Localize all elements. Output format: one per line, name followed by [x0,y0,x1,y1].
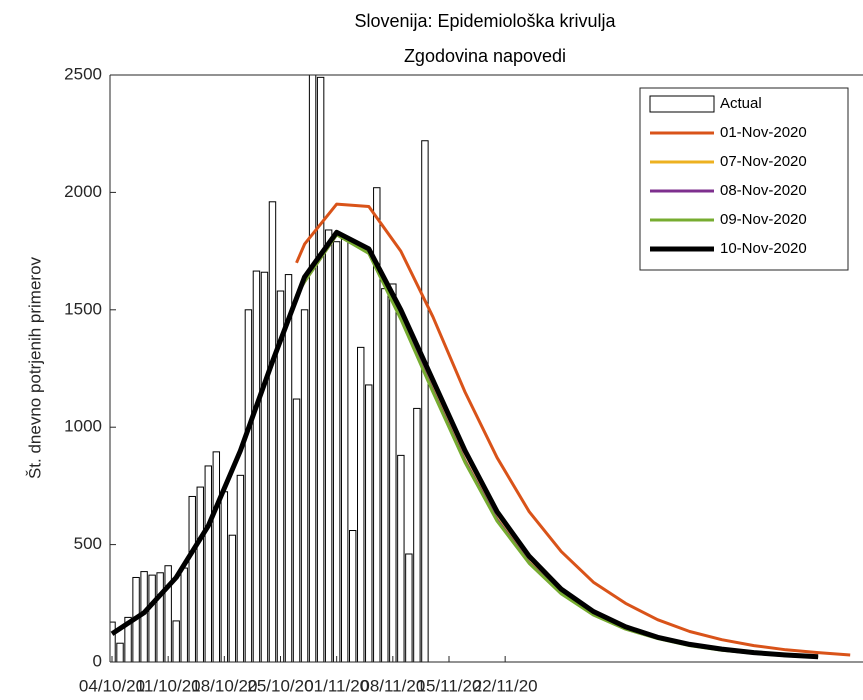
bar [172,620,180,663]
y-tick-label: 2000 [64,182,102,201]
bar [324,229,333,663]
bar [405,553,413,663]
x-tick-label: 15/11/20 [417,676,482,695]
bar [348,530,357,663]
bar [284,274,293,663]
bar [389,283,397,663]
bar [268,201,277,663]
bar [252,270,261,663]
bar [365,384,373,663]
y-axis-label: Št. dnevno potrjenih primerov [25,256,44,479]
bar [236,474,245,663]
forecast-line [295,202,851,657]
x-tick-label: 08/11/20 [360,676,425,695]
bar [188,495,196,663]
bar [156,572,164,663]
bar [357,346,365,663]
bar [180,567,188,663]
legend-label: 07-Nov-2020 [720,153,807,170]
bar [300,309,309,663]
bar [148,574,156,663]
x-tick-label: 04/10/20 [79,676,145,695]
legend-box [639,87,849,271]
legend-swatch [649,95,715,113]
y-tick-label: 500 [74,534,102,553]
bar [340,238,349,663]
legend-label: 08-Nov-2020 [720,182,807,199]
bar [260,271,269,663]
x-tick-label: 11/10/20 [136,676,201,695]
bar [204,465,212,663]
chart-title: Slovenija: Epidemiološka krivulja [354,11,616,31]
bar [332,241,341,663]
bar [196,486,204,663]
bar [308,75,317,663]
legend-label: 09-Nov-2020 [720,211,807,228]
legend-label: 10-Nov-2020 [720,240,807,257]
x-tick-label: 18/10/20 [191,676,257,695]
y-tick-label: 1000 [64,417,102,436]
x-tick-label: 22/11/20 [473,676,538,695]
chart-subtitle: Zgodovina napovedi [404,46,566,66]
bar [212,451,221,663]
bar [413,407,421,663]
bar [244,309,253,663]
bar [292,398,301,663]
bar [316,76,325,663]
legend-label: 01-Nov-2020 [720,124,807,141]
bar [116,642,124,663]
bar [220,491,229,663]
bar [421,140,429,663]
x-tick-label: 25/10/20 [247,676,313,695]
bar [228,534,237,663]
bar [397,454,405,663]
y-tick-label: 0 [93,651,102,670]
y-tick-label: 2500 [64,64,102,83]
y-tick-label: 1500 [64,299,102,318]
forecast-line [110,229,819,660]
x-tick-label: 01/11/20 [304,676,369,695]
legend-label: Actual [720,95,762,112]
bar [381,288,389,663]
